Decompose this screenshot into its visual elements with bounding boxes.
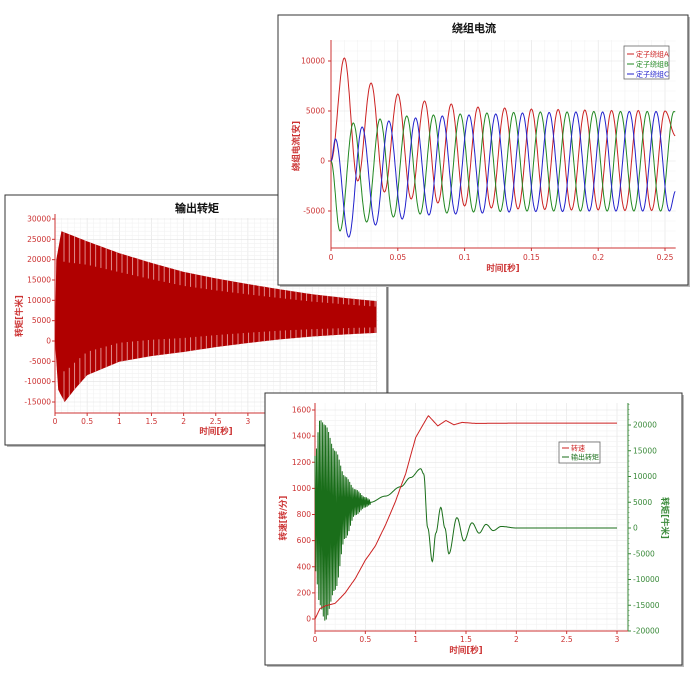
y-axis-label: 绕组电流[安] bbox=[291, 121, 302, 171]
x-tick-label: 0.5 bbox=[359, 635, 371, 644]
y-tick-label: 0 bbox=[46, 337, 51, 346]
right-y-tick-label: 15000 bbox=[633, 446, 657, 455]
y-tick-label: 0 bbox=[320, 157, 325, 166]
current-series-b bbox=[330, 110, 676, 232]
left-y-tick-label: 600 bbox=[297, 536, 312, 545]
right-y-tick-label: -20000 bbox=[633, 627, 660, 636]
current-chart-frame bbox=[277, 14, 689, 286]
legend-label: 定子绕组C bbox=[636, 70, 669, 79]
x-tick-label: 1 bbox=[413, 635, 418, 644]
x-tick-label: 0.5 bbox=[81, 417, 93, 426]
right-y-tick-label: -15000 bbox=[633, 601, 660, 610]
x-tick-label: 0 bbox=[313, 635, 318, 644]
y-tick-label: 5000 bbox=[32, 316, 51, 325]
x-tick-label: 0 bbox=[53, 417, 58, 426]
current-chart-window: 0 0.05 0.1 0.15 0.2 0.25-50000500010000定子绕组A定… bbox=[277, 14, 690, 287]
x-tick-label: 0.1 bbox=[459, 253, 471, 262]
y-axis-label: 转矩[牛米] bbox=[14, 295, 25, 337]
left-y-tick-label: 1200 bbox=[292, 458, 311, 467]
x-tick-label: 3 bbox=[615, 635, 620, 644]
legend-label: 转速 bbox=[571, 444, 585, 453]
y-tick-label: -5000 bbox=[303, 207, 325, 216]
x-tick-label: 1 bbox=[117, 417, 122, 426]
current-series-a bbox=[330, 57, 676, 212]
y-tick-label: 10000 bbox=[301, 57, 325, 66]
x-tick-label: 3 bbox=[246, 417, 251, 426]
x-tick-label: 0.2 bbox=[592, 253, 604, 262]
torque-series-area bbox=[55, 231, 377, 402]
speed-series-line bbox=[314, 415, 617, 620]
right-y-tick-label: -10000 bbox=[633, 575, 660, 584]
current-series-c bbox=[330, 110, 676, 238]
y-tick-label: 30000 bbox=[27, 215, 51, 224]
x-tick-label: 1.5 bbox=[460, 635, 472, 644]
left-y-tick-label: 400 bbox=[297, 562, 312, 571]
left-y-tick-label: 200 bbox=[297, 588, 312, 597]
y-tick-label: 5000 bbox=[306, 107, 325, 116]
y-tick-label: 10000 bbox=[27, 296, 51, 305]
x-axis-label: 时间[秒] bbox=[199, 426, 232, 437]
x-tick-label: 0 bbox=[329, 253, 334, 262]
legend-label: 定子绕组B bbox=[636, 60, 669, 69]
right-y-tick-label: 10000 bbox=[633, 472, 657, 481]
left-y-tick-label: 800 bbox=[297, 510, 312, 519]
x-tick-label: 2 bbox=[181, 417, 186, 426]
right-y-axis-label: 转矩[牛米] bbox=[659, 497, 670, 539]
right-y-tick-label: 5000 bbox=[633, 498, 652, 507]
right-y-tick-label: -5000 bbox=[633, 549, 655, 558]
x-axis-label: 时间[秒] bbox=[449, 645, 482, 656]
y-tick-label: -10000 bbox=[24, 377, 51, 386]
x-tick-label: 0.05 bbox=[389, 253, 406, 262]
y-tick-label: -5000 bbox=[29, 357, 51, 366]
left-y-tick-label: 0 bbox=[306, 615, 311, 624]
torque-series-line bbox=[314, 420, 617, 621]
chart-title: 输出转矩 bbox=[175, 201, 219, 215]
right-y-tick-label: 0 bbox=[633, 524, 638, 533]
y-tick-label: -15000 bbox=[24, 398, 51, 407]
legend-label: 输出转矩 bbox=[571, 453, 599, 462]
x-tick-label: 1.5 bbox=[145, 417, 157, 426]
legend-box bbox=[558, 441, 601, 464]
x-tick-label: 0.25 bbox=[657, 253, 674, 262]
x-axis-label: 时间[秒] bbox=[486, 263, 519, 274]
x-tick-label: 2.5 bbox=[210, 417, 222, 426]
x-tick-label: 0.15 bbox=[523, 253, 540, 262]
left-y-tick-label: 1400 bbox=[292, 432, 311, 441]
x-tick-label: 2 bbox=[514, 635, 519, 644]
left-y-axis-label: 转速[转/分] bbox=[278, 495, 289, 540]
legend-label: 定子绕组A bbox=[636, 50, 669, 59]
x-tick-label: 2.5 bbox=[561, 635, 573, 644]
left-y-tick-label: 1600 bbox=[292, 406, 311, 415]
y-tick-label: 15000 bbox=[27, 276, 51, 285]
speed-torque-chart-window: 0 0.5 1 1.5 2 2.5 3 0 200 400 600 800 1000 1200 1400 16… bbox=[264, 392, 684, 667]
left-y-tick-label: 1000 bbox=[292, 484, 311, 493]
right-y-tick-label: 20000 bbox=[633, 421, 657, 430]
y-tick-label: 25000 bbox=[27, 235, 51, 244]
chart-title: 绕组电流 bbox=[452, 21, 496, 35]
y-tick-label: 20000 bbox=[27, 255, 51, 264]
